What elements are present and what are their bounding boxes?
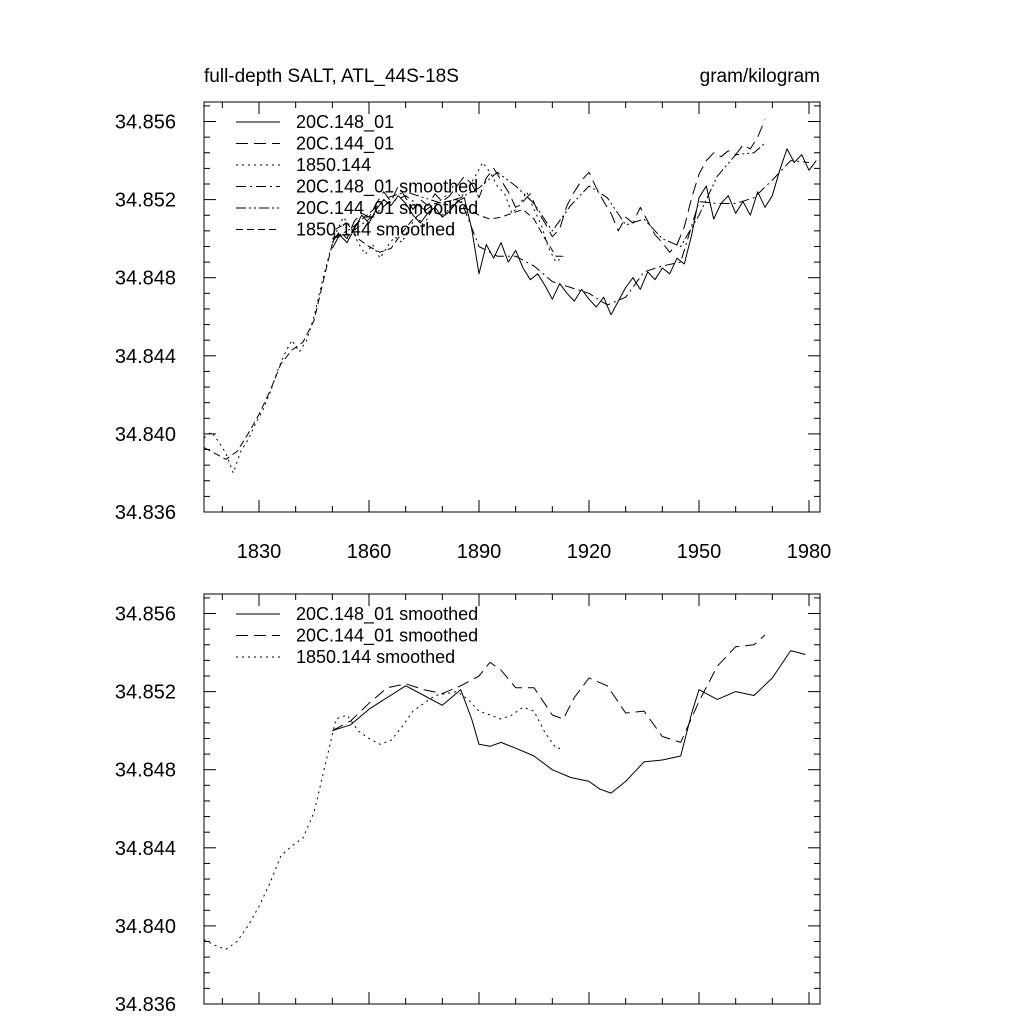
- series-line-1: [332, 650, 806, 794]
- legend-label-2: 20C.144_01 smoothed: [296, 626, 478, 647]
- series-line-5: [332, 142, 766, 247]
- y-tick-label: 34.848: [115, 760, 176, 782]
- legend-label-4: 20C.148_01 smoothed: [296, 177, 478, 198]
- legend-label-1: 20C.148_01 smoothed: [296, 604, 478, 625]
- series-line-3: [203, 691, 564, 950]
- x-tick-label: 1830: [237, 541, 282, 563]
- series-line-2: [332, 634, 766, 743]
- bottom-panel: 34.836 34.840 34.844 34.848 34.852 34.856 20C.…: [115, 593, 821, 1016]
- chart-title: full-depth SALT, ATL_44S-18S: [204, 66, 459, 87]
- y-tick-label: 34.840: [115, 424, 176, 446]
- y-tick-label: 34.856: [115, 604, 176, 626]
- x-tick-label: 1890: [457, 541, 502, 563]
- y-tick-label: 34.844: [115, 346, 176, 368]
- y-tick-label: 34.840: [115, 916, 176, 938]
- plot-frame: [203, 593, 821, 1005]
- x-tick-label: 1980: [787, 541, 832, 563]
- series-line-6: [203, 199, 564, 460]
- y-tick-label: 34.836: [115, 994, 176, 1016]
- x-tick-label: 1920: [567, 541, 612, 563]
- legend-label-6: 1850.144 smoothed: [296, 220, 455, 240]
- y-tick-label: 34.848: [115, 268, 176, 290]
- x-tick-label: 1950: [677, 541, 722, 563]
- x-tick-label: 1860: [347, 541, 392, 563]
- legend-label-5: 20C.144_01 smoothed: [296, 198, 478, 219]
- plot-frame: [203, 101, 821, 513]
- legend-label-2: 20C.144_01: [296, 134, 394, 155]
- legend-label-3: 1850.144: [296, 155, 371, 175]
- units-label: gram/kilogram: [700, 66, 820, 87]
- y-tick-label: 34.852: [115, 682, 176, 704]
- legend-label-1: 20C.148_01: [296, 112, 394, 133]
- series-line-1: [331, 148, 817, 316]
- legend-label-3: 1850.144 smoothed: [296, 647, 455, 667]
- y-tick-label: 34.852: [115, 190, 176, 212]
- y-tick-label: 34.844: [115, 838, 176, 860]
- y-tick-label: 34.836: [115, 502, 176, 524]
- y-tick-label: 34.856: [115, 112, 176, 134]
- series-line-4: [332, 160, 810, 306]
- top-panel: 34.836 34.840 34.844 34.848 34.852 34.856 1830…: [115, 101, 832, 563]
